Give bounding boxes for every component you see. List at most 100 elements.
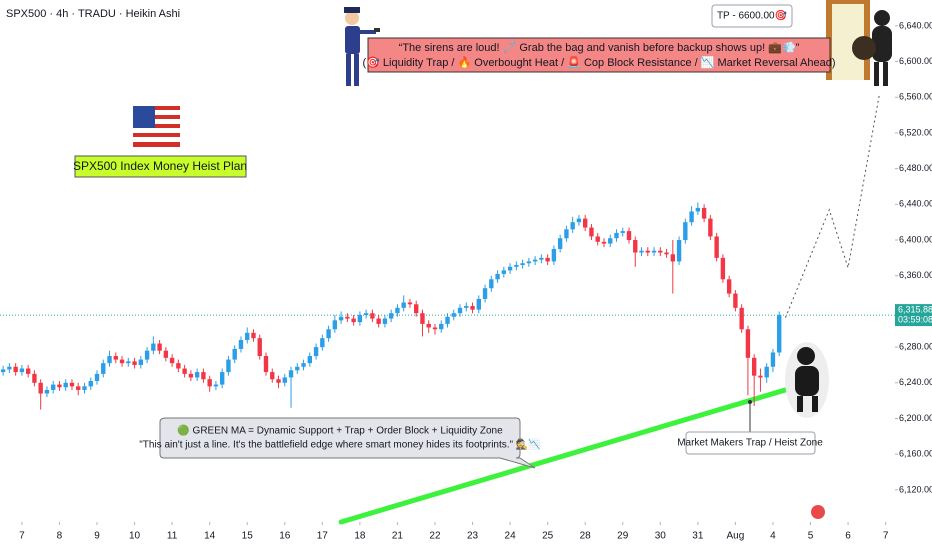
candle-body [676,240,682,262]
candle-body [7,366,12,370]
us-flag [133,106,180,148]
candle-body [601,241,607,244]
event-icon[interactable] [811,505,825,519]
candle-body [63,382,68,388]
zone-pointer [748,400,752,404]
candle-body [751,357,757,376]
candle-body [38,382,43,394]
projection-line [785,94,880,318]
candle-body [614,232,619,239]
candle-body [88,381,93,387]
y-tick-label: 6,640.00 [899,20,932,30]
candle-body [51,384,56,390]
candle-body [770,352,776,367]
candle-body [695,207,701,212]
candle-body [76,386,81,390]
candle-body [495,273,500,280]
candle-body [19,368,25,373]
candle-body [270,372,275,380]
candle-body [633,240,638,253]
candle-body [94,373,100,382]
candle-body [726,279,732,294]
candle-body [395,307,400,314]
candle-body [82,386,87,390]
x-tick-label: 14 [204,531,216,542]
candle-body [714,236,719,258]
candle-body [238,339,244,349]
candle-body [213,384,219,387]
last-price-label: 6,315.88 [898,304,932,314]
x-tick-label: 7 [19,531,25,542]
x-tick-label: 8 [57,531,63,542]
zone-label: Market Makers Trap / Heist Zone [677,438,823,449]
candle-body [144,350,150,360]
candle-body [251,332,256,339]
candle-body [13,366,18,373]
candle-body [126,361,131,364]
y-tick-label: 6,600.00 [899,56,932,66]
x-tick-label: 18 [354,531,366,542]
candle-body [507,266,513,271]
y-tick-label: 6,520.00 [899,127,932,137]
ma-note-line: 🟢 GREEN MA = Dynamic Support + Trap + Or… [177,424,503,437]
candle-body [401,302,406,308]
candle-body [332,320,338,330]
candle-body [683,222,688,241]
candle-body [32,373,37,383]
x-tick-label: 25 [542,531,554,542]
candle-body [257,338,262,357]
warning-line: “The sirens are loud! 🧷 Grab the bag and… [399,40,800,54]
candle-body [194,372,200,378]
candle-body [388,313,394,319]
tp-label: TP - 6600.00🎯 [717,10,788,22]
candle-body [439,323,444,330]
y-tick-label: 6,440.00 [899,199,932,209]
chart-title: SPX500 Index Money Heist Plan [73,159,247,173]
candle-body [320,338,325,348]
candle-body [457,307,463,314]
candle-body [288,370,294,378]
candle-body [188,373,194,378]
x-tick-label: 15 [242,531,254,542]
candle-body [282,377,287,383]
candle-body [764,366,769,378]
candle-body [44,389,50,394]
candle-body [733,293,738,308]
candle-body [451,313,456,317]
candle-body [245,332,250,340]
y-tick-label: 6,160.00 [899,449,932,459]
candle-body [745,329,751,358]
y-tick-label: 6,360.00 [899,270,932,280]
candle-body [489,279,494,289]
candle-body [382,318,388,324]
x-tick-label: Aug [727,531,745,542]
y-tick-label: 6,200.00 [899,413,932,423]
candle-body [163,350,169,358]
candle-body [476,298,481,310]
candle-body [226,359,231,373]
candle-body [639,250,644,253]
candle-body [351,318,356,323]
x-tick-label: 17 [317,531,329,542]
candle-body [370,313,375,319]
thief-icon [785,342,829,418]
candle-body [182,368,187,374]
candle-body [326,329,331,339]
candle-body [708,218,713,237]
candle-body [501,270,507,274]
candle-body [301,363,306,367]
symbol-header: SPX500 · 4h · TRADU · Heikin Ashi [6,8,180,20]
candle-body [119,359,125,364]
candle-body [557,238,563,249]
candle-body [101,363,106,374]
candle-body [313,347,319,357]
candle-body [69,382,75,387]
candle-body [132,361,137,365]
candle-body [295,366,300,371]
candle-body [357,314,363,323]
candle-body [520,263,525,266]
candle-body [207,379,212,387]
candle-body [595,236,600,242]
